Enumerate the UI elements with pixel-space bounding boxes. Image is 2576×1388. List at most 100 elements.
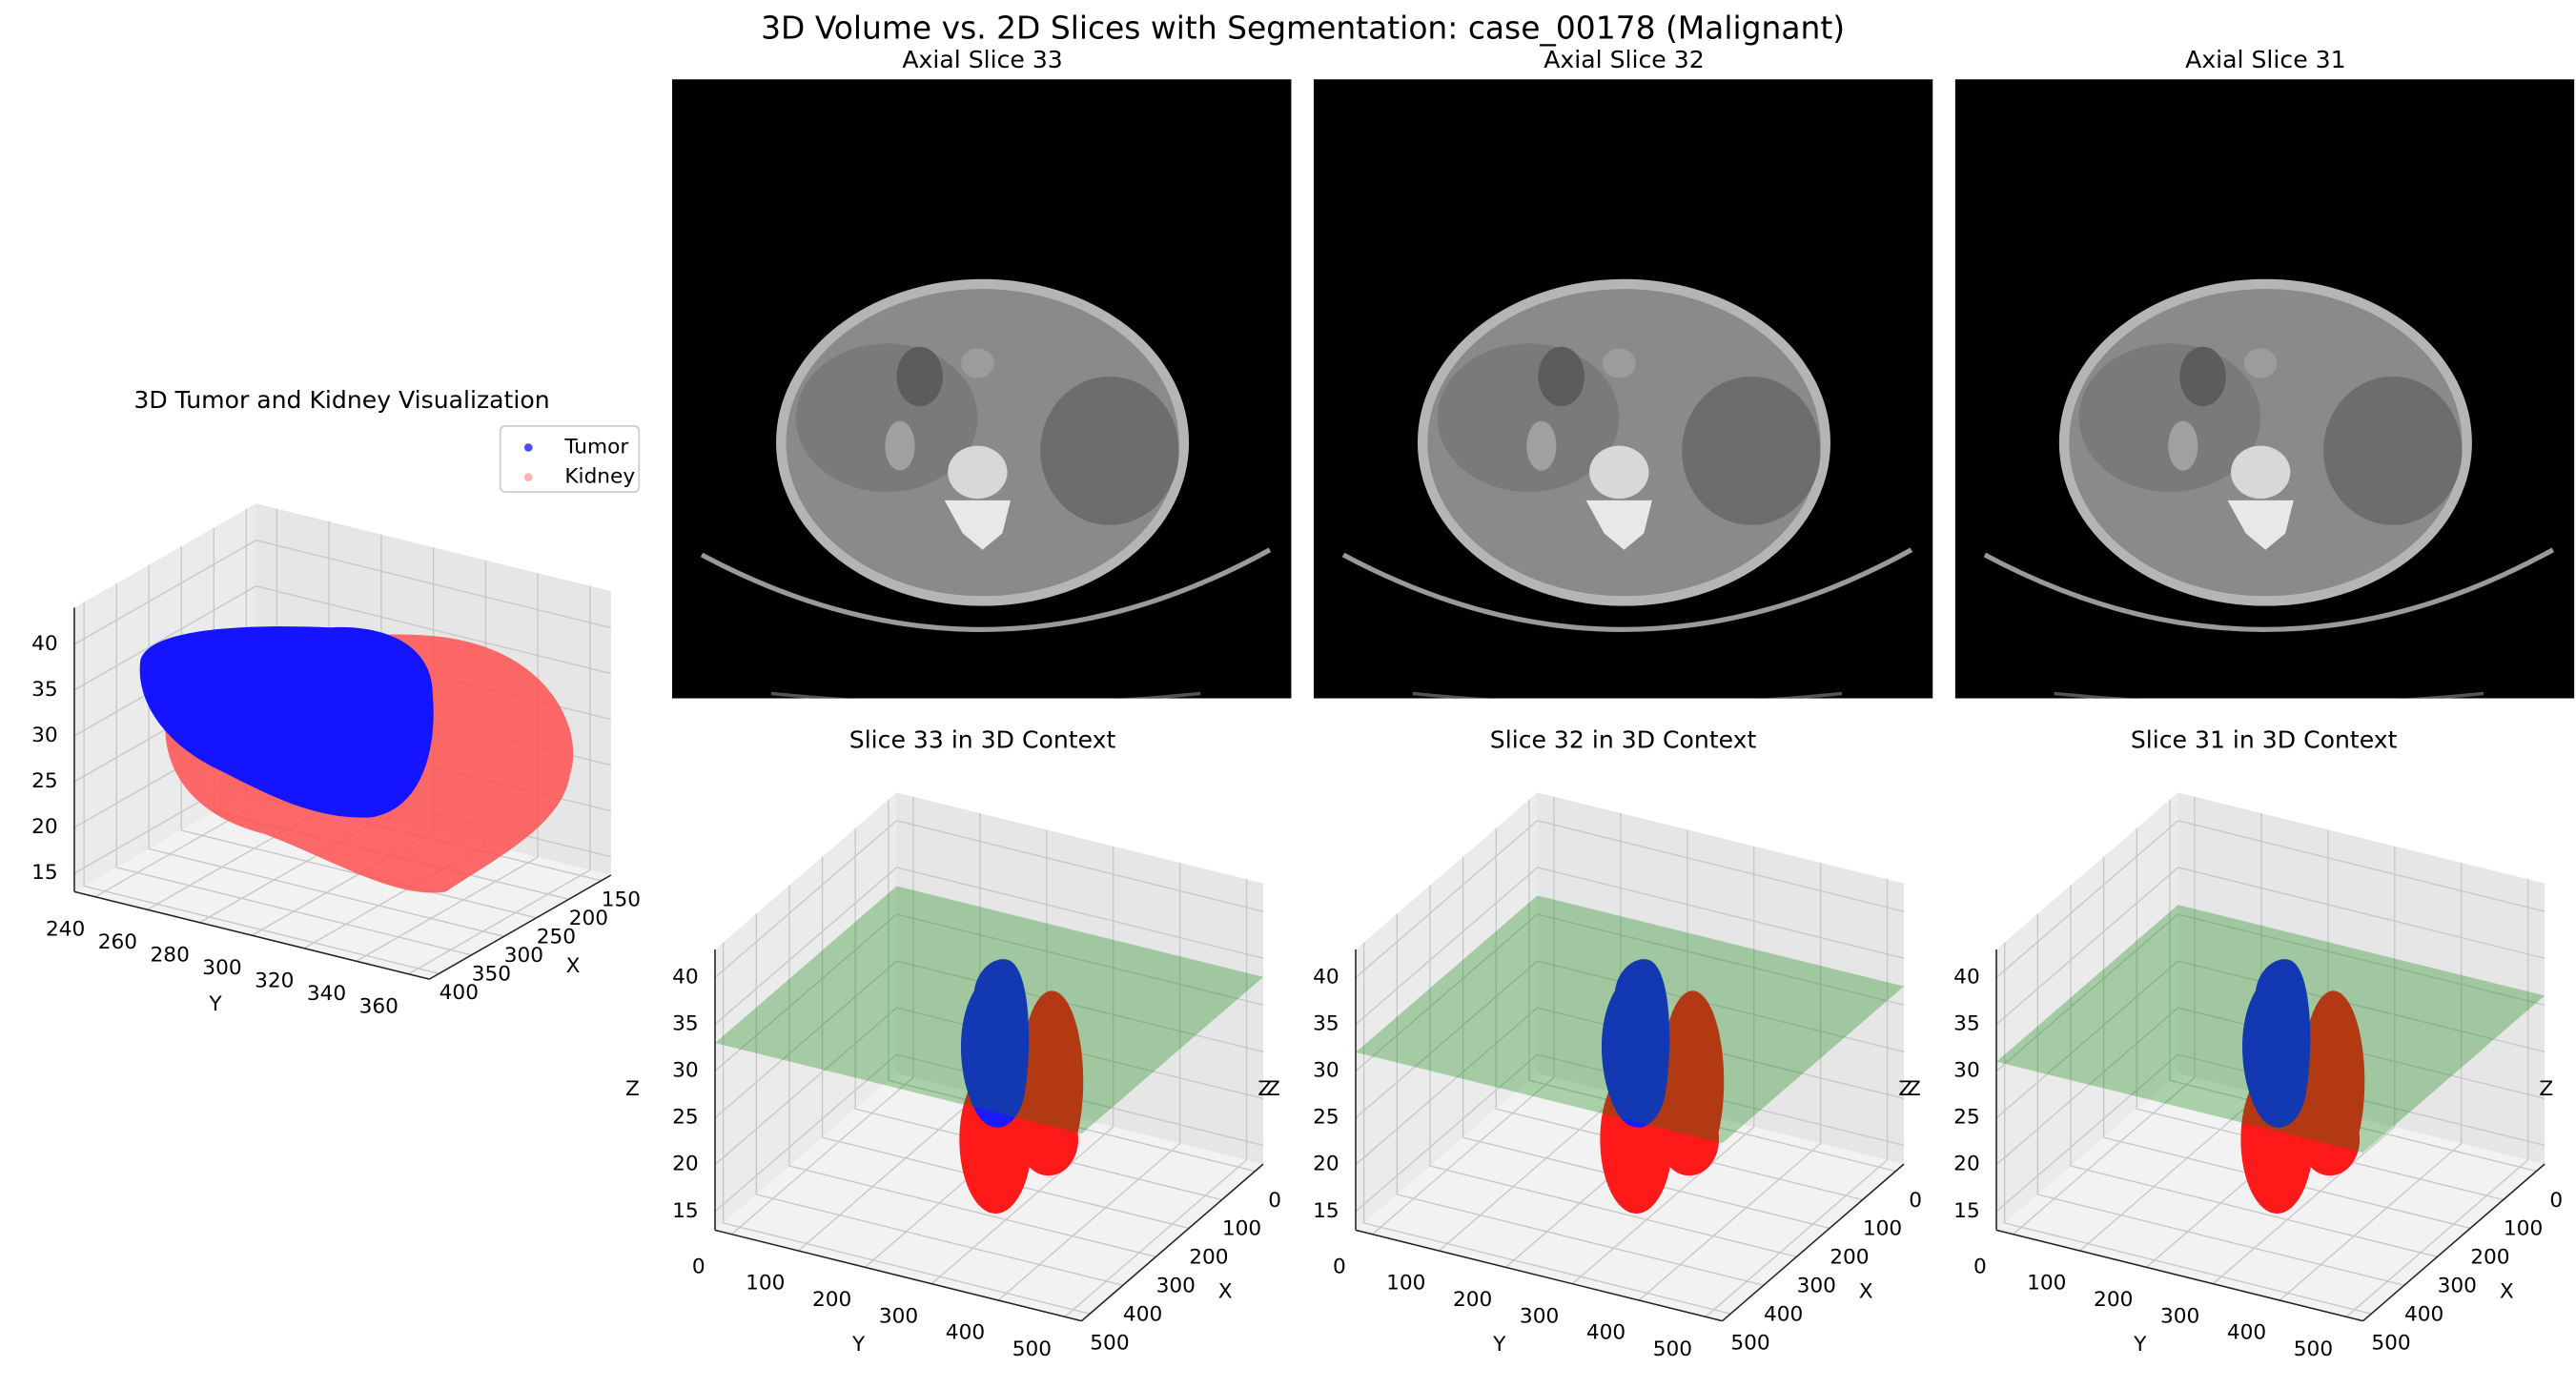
y-tick-label: 200 <box>812 1288 851 1312</box>
grid-line <box>1705 1159 1889 1317</box>
grid-line <box>1995 820 2179 978</box>
x-tick-label: 500 <box>2371 1331 2410 1355</box>
z-axis-label: Z <box>1907 1077 1921 1101</box>
grid-line <box>714 867 897 1025</box>
z-tick-label: 40 <box>672 965 699 989</box>
z-tick-label: 25 <box>31 769 58 793</box>
ct-image <box>1314 79 1933 704</box>
side-pane <box>1356 792 1538 1231</box>
grid-line <box>1438 1092 1622 1252</box>
tumor-cloud <box>2242 959 2311 1128</box>
grid-line <box>2070 1165 2438 1258</box>
z-axis-label: Z <box>1266 1077 1280 1101</box>
grid-line <box>1355 1053 1538 1213</box>
y-axis-label: Y <box>2133 1333 2147 1357</box>
y-tick-label: 500 <box>1012 1337 1052 1361</box>
panel-title: 3D Tumor and Kidney Visualization <box>133 386 549 414</box>
x-tick-label: 0 <box>2549 1189 2563 1213</box>
panel-title: Axial Slice 33 <box>902 46 1062 73</box>
panel-title: Axial Slice 32 <box>1544 46 1704 73</box>
y-tick-label: 300 <box>1520 1304 1559 1328</box>
z-tick-label: 40 <box>1313 965 1339 989</box>
z-tick-label: 15 <box>1953 1199 1980 1223</box>
y-tick-label: 100 <box>1386 1272 1425 1296</box>
grid-line <box>2004 1222 2372 1315</box>
x-tick-label: 500 <box>1090 1331 1129 1355</box>
legend-box <box>499 425 641 494</box>
grid-line <box>1995 1007 2179 1166</box>
grid-line <box>1537 867 1905 959</box>
y-tick-label: 260 <box>98 930 137 954</box>
z-tick-label: 25 <box>1953 1106 1980 1130</box>
axis-line <box>1995 1229 2363 1322</box>
side-pane <box>1996 792 2178 1231</box>
ct-image <box>1955 79 2575 704</box>
x-tick-label: 300 <box>504 944 543 968</box>
axis-line <box>73 890 430 980</box>
z-tick-label: 15 <box>31 861 58 885</box>
y-tick-label: 0 <box>692 1255 705 1278</box>
grid-line <box>896 867 1264 959</box>
ct-image <box>672 79 1292 704</box>
grid-line <box>896 820 1264 912</box>
grid-line <box>1638 1142 1822 1301</box>
y-tick-label: 500 <box>1653 1337 1692 1361</box>
grid-line <box>1372 1076 1555 1235</box>
grid-line <box>356 856 539 962</box>
panel-title: Axial Slice 31 <box>2185 46 2345 73</box>
z-tick-label: 25 <box>1313 1106 1339 1130</box>
x-tick-label: 200 <box>569 907 608 930</box>
y-tick-label: 360 <box>359 994 399 1018</box>
grid-line <box>997 1142 1181 1301</box>
x-tick-label: 200 <box>1189 1246 1228 1270</box>
axis-line <box>2362 1163 2545 1322</box>
grid-line <box>714 960 897 1119</box>
grid-line <box>1355 913 1538 1072</box>
y-tick-label: 0 <box>1333 1255 1346 1278</box>
grid-line <box>256 585 612 675</box>
grid-line <box>2345 1159 2529 1317</box>
z-tick-label: 30 <box>1313 1059 1339 1083</box>
grid-line <box>2177 867 2545 959</box>
side-pane <box>714 792 897 1231</box>
grid-line <box>408 869 591 975</box>
grid-line <box>714 913 897 1072</box>
grid-line <box>2177 913 2545 1006</box>
grid-line <box>930 1126 1114 1285</box>
grid-line <box>1995 960 2179 1119</box>
grid-line <box>1537 820 1905 912</box>
y-axis-label: Y <box>851 1333 866 1357</box>
y-axis-label: Y <box>1492 1333 1506 1357</box>
grid-line <box>2177 960 2545 1053</box>
grid-line <box>256 540 612 629</box>
y-tick-label: 100 <box>2027 1272 2066 1296</box>
axis-line <box>1722 1163 1905 1322</box>
z-axis-label: Z <box>1257 1077 1272 1101</box>
grid-line <box>756 1194 1123 1286</box>
tumor-cloud <box>139 626 434 818</box>
grid-line <box>1995 913 2179 1072</box>
x-tick-label: 400 <box>1123 1302 1162 1326</box>
z-tick-label: 40 <box>1953 965 1980 989</box>
legend-label: Kidney <box>564 465 635 489</box>
figure-title: 3D Volume vs. 2D Slices with Segmentatio… <box>761 10 1845 47</box>
grid-line <box>1064 1159 1247 1317</box>
y-tick-label: 200 <box>1453 1288 1492 1312</box>
grid-line <box>896 913 1264 1006</box>
panel-title: Slice 31 in 3D Context <box>2131 726 2398 754</box>
x-tick-label: 200 <box>2470 1246 2509 1270</box>
grid-line <box>731 1076 914 1235</box>
axis-line <box>1080 1163 1264 1322</box>
x-tick-label: 250 <box>537 926 576 949</box>
y-tick-label: 0 <box>1973 1255 1987 1278</box>
y-tick-label: 300 <box>879 1304 918 1328</box>
z-tick-label: 30 <box>672 1059 699 1083</box>
z-tick-label: 35 <box>1313 1011 1339 1035</box>
legend-label: Tumor <box>563 435 628 459</box>
grid-line <box>2212 1126 2396 1285</box>
grid-line <box>1355 960 1538 1119</box>
z-tick-label: 35 <box>31 678 58 702</box>
x-tick-label: 150 <box>602 888 641 912</box>
